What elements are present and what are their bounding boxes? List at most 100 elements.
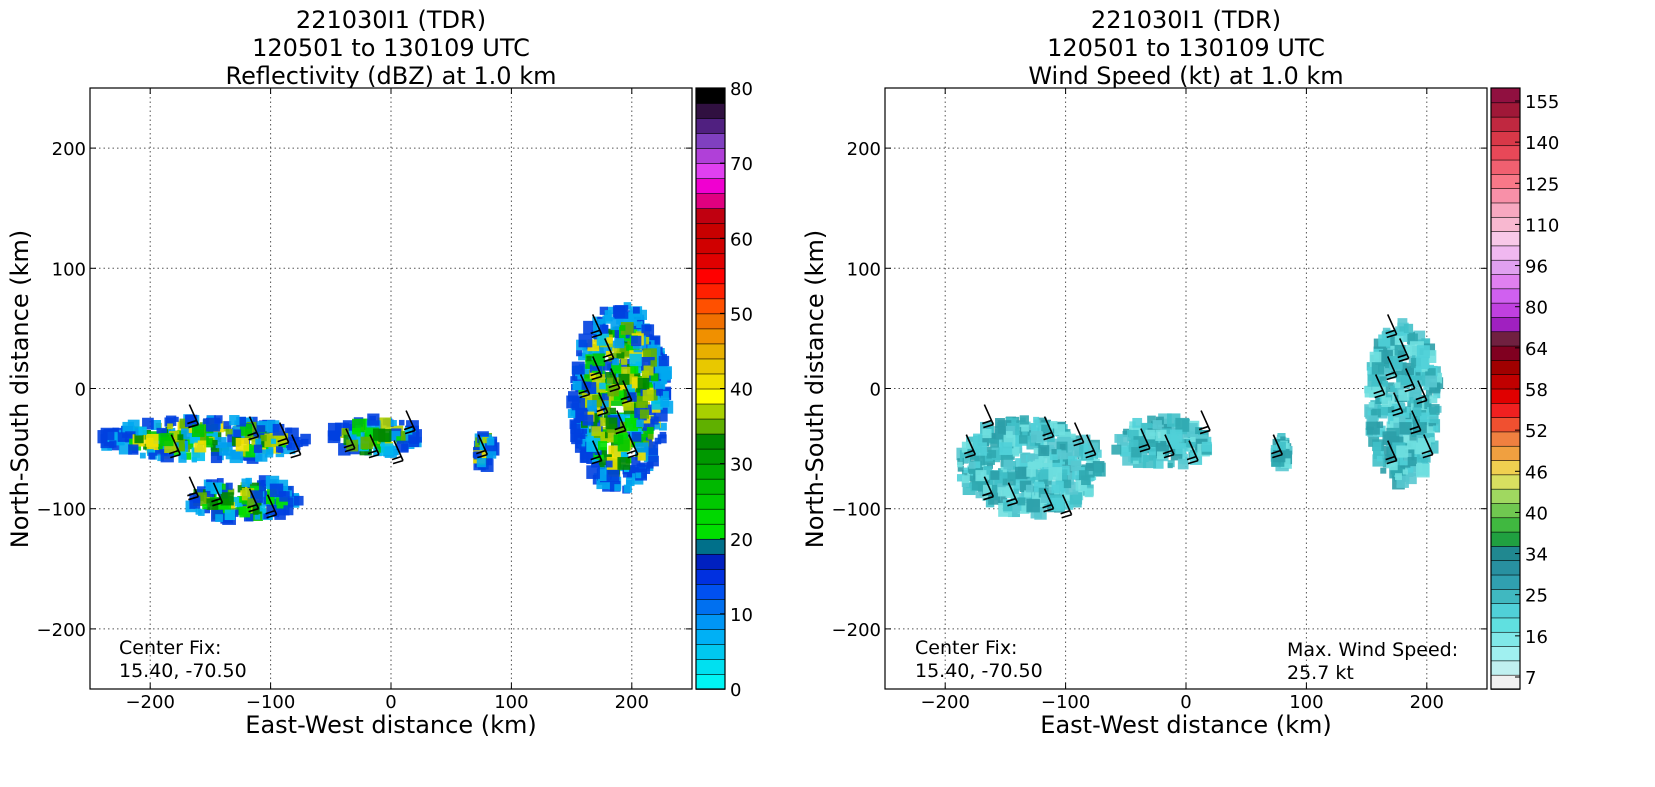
- wind-barb-flag: [1084, 449, 1094, 455]
- reflectivity-region-cell: [599, 382, 606, 390]
- reflectivity-region-cell: [482, 436, 489, 444]
- windspeed-colorbar-label: 125: [1525, 174, 1559, 195]
- reflectivity-title: 221030I1 (TDR) 120501 to 130109 UTC Refl…: [90, 6, 692, 90]
- reflectivity-region-cell: [647, 384, 654, 390]
- reflectivity-region-cell: [645, 404, 656, 416]
- wind-barb-flag: [404, 429, 416, 435]
- reflectivity-region-cell: [276, 433, 289, 446]
- wind-barb-flag: [615, 429, 627, 435]
- reflectivity-region-cell: [180, 453, 187, 460]
- reflectivity-region-cell: [642, 389, 654, 401]
- wind-barb-shaft: [1411, 410, 1422, 431]
- reflectivity-region-cell: [592, 349, 600, 357]
- wind-barb-shaft: [1392, 392, 1404, 413]
- windspeed-region-cell: [1395, 326, 1401, 332]
- wind-barb-flag: [982, 491, 992, 497]
- reflectivity-region-cell: [587, 428, 594, 435]
- reflectivity-region-cell: [472, 452, 479, 458]
- reflectivity-region-cell: [240, 451, 246, 457]
- windspeed-region-cell: [961, 479, 970, 488]
- wind-barb-flag: [1138, 443, 1149, 449]
- windspeed-region-cell: [1038, 487, 1049, 498]
- reflectivity-region-cell: [390, 430, 401, 441]
- windspeed-region-cell: [1415, 370, 1421, 376]
- reflectivity-xtick-label: −200: [125, 692, 174, 713]
- wind-barb-flag: [1385, 329, 1395, 335]
- windspeed-region-cell: [1382, 431, 1397, 446]
- wind-barb-flag: [1043, 507, 1054, 513]
- reflectivity-ytick-label: 200: [52, 139, 86, 160]
- windspeed-colorbar-label: 110: [1525, 215, 1559, 236]
- reflectivity-colorbar-segment: [695, 298, 726, 315]
- reflectivity-region-cell: [239, 506, 251, 518]
- wind-barb-flag: [1392, 411, 1403, 417]
- reflectivity-region-cell: [145, 433, 159, 447]
- windspeed-region-cell: [1415, 463, 1430, 478]
- reflectivity-region-cell: [272, 423, 285, 436]
- wind-barb: [1397, 338, 1410, 363]
- reflectivity-region-cell: [134, 434, 144, 444]
- reflectivity-region-cell: [576, 350, 583, 357]
- wind-barb-shaft: [188, 476, 200, 498]
- reflectivity-region-cell: [636, 367, 642, 374]
- reflectivity-region-cell: [597, 318, 603, 325]
- wind-barb-flag: [1410, 429, 1422, 435]
- windspeed-region-cell: [988, 450, 997, 458]
- wind-barb-flag: [1409, 425, 1420, 431]
- windspeed-plot: −200 −100 0 100 200 −200 −100 0 100 200 East-West…: [801, 87, 1488, 739]
- max-wind-value: 25.7 kt: [1287, 662, 1354, 684]
- wind-barb-flag: [1397, 353, 1407, 359]
- wind-barb-flag: [614, 425, 625, 431]
- windspeed-region-cell: [1175, 417, 1190, 432]
- reflectivity-colorbar-segment: [695, 177, 726, 194]
- wind-barb-shaft: [477, 434, 489, 455]
- windspeed-region-cell: [1170, 448, 1183, 461]
- windspeed-region-cell: [1080, 434, 1091, 445]
- wind-barb: [1409, 410, 1422, 435]
- wind-barb-flag: [578, 389, 588, 395]
- reflectivity-region-cell: [327, 422, 342, 437]
- reflectivity-colorbar-label: 60: [730, 229, 753, 250]
- reflectivity-region-cell: [188, 427, 194, 433]
- reflectivity-title-line1: 221030I1 (TDR): [295, 6, 487, 34]
- reflectivity-colorbar-segment: [695, 433, 726, 450]
- windspeed-region-cell: [1409, 431, 1421, 444]
- windspeed-colorbar-segment: [1490, 102, 1521, 118]
- windspeed-xtick-label: 100: [1289, 692, 1323, 713]
- windspeed-region-cell: [1382, 380, 1389, 387]
- wind-barb: [403, 410, 416, 435]
- wind-barb-shaft: [1417, 380, 1428, 401]
- windspeed-region-cell: [1062, 492, 1071, 501]
- reflectivity-region-cell: [659, 431, 667, 439]
- wind-barb-flag: [1385, 371, 1395, 377]
- wind-barb: [614, 410, 627, 435]
- windspeed-colorbar-segment: [1490, 531, 1521, 547]
- wind-barb-flag: [247, 431, 257, 437]
- windspeed-region-cell: [1425, 368, 1436, 379]
- wind-barb: [476, 434, 489, 459]
- windspeed-region-cell: [1048, 467, 1063, 481]
- windspeed-colorbar-segment: [1490, 559, 1521, 576]
- wind-barb-flag: [1271, 449, 1281, 455]
- reflectivity-region-cell: [229, 496, 240, 507]
- reflectivity-colorbar-segment: [695, 343, 726, 360]
- windspeed-region-cell: [1057, 450, 1067, 460]
- windspeed-region-cell: [1153, 458, 1164, 469]
- reflectivity-region-cell: [351, 434, 357, 440]
- reflectivity-region-cell: [233, 429, 242, 438]
- windspeed-region-cell: [1026, 467, 1036, 477]
- reflectivity-xtick-label: 0: [385, 692, 396, 713]
- reflectivity-region-cell: [654, 437, 662, 445]
- reflectivity-region-cell: [253, 425, 266, 437]
- windspeed-ytick-label: 0: [870, 380, 881, 401]
- reflectivity-ytick-label: −200: [37, 620, 86, 641]
- windspeed-region-cell: [1093, 449, 1102, 458]
- reflectivity-region-cell: [248, 431, 258, 441]
- wind-barb: [1385, 314, 1398, 339]
- reflectivity-region-cell: [614, 338, 625, 349]
- wind-barb: [211, 482, 224, 507]
- wind-barb-flag: [392, 459, 404, 465]
- windspeed-region-cell: [982, 428, 992, 439]
- windspeed-region-cell: [1046, 490, 1055, 499]
- windspeed-region-cell: [1280, 458, 1291, 469]
